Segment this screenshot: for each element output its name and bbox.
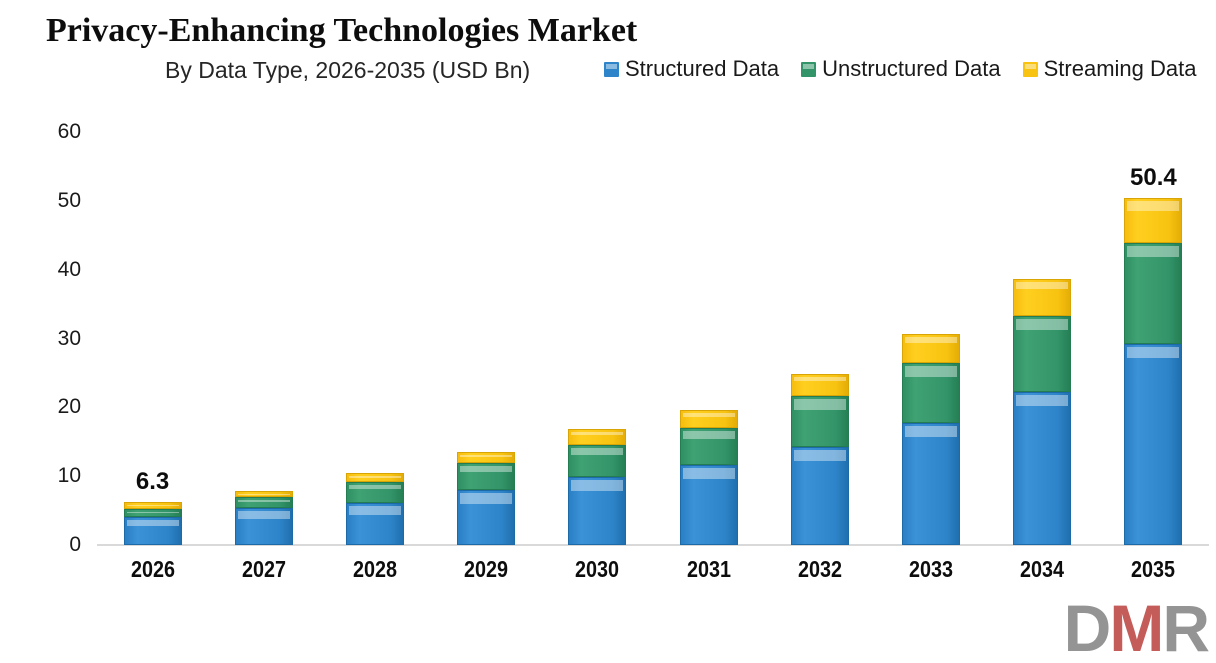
bar-segment-streaming-data[interactable] xyxy=(346,473,404,483)
bar-group[interactable] xyxy=(228,491,300,545)
bar-group[interactable] xyxy=(784,373,856,545)
bar-segment-structured-data[interactable] xyxy=(234,507,293,545)
bar-group[interactable] xyxy=(561,429,633,545)
bar-segment-unstructured-data[interactable] xyxy=(902,362,960,424)
square-swatch-icon xyxy=(801,61,817,77)
legend-item[interactable]: Structured Data xyxy=(604,56,779,82)
bar-segment-streaming-data[interactable] xyxy=(123,501,182,509)
stacked-bar[interactable] xyxy=(123,501,182,545)
y-axis-tick-label: 50 xyxy=(57,188,81,212)
bar-segment-structured-data[interactable] xyxy=(123,516,182,545)
x-axis-line xyxy=(97,544,1209,546)
x-axis-tick-label: 2031 xyxy=(686,556,731,582)
stacked-bar[interactable] xyxy=(1013,278,1072,545)
bar-segment-structured-data[interactable] xyxy=(568,476,627,545)
chart-title: Privacy-Enhancing Technologies Market xyxy=(46,12,638,49)
bar-segment-unstructured-data[interactable] xyxy=(679,428,738,466)
watermark-letter-r: R xyxy=(1162,591,1210,663)
bar-group[interactable] xyxy=(117,501,189,545)
bar-group[interactable] xyxy=(1117,198,1189,545)
bar-segment-structured-data[interactable] xyxy=(346,503,404,545)
x-axis-tick-label: 2030 xyxy=(575,556,620,582)
bar-segment-streaming-data[interactable] xyxy=(234,491,293,497)
stacked-bar[interactable] xyxy=(457,452,516,545)
bar-segment-streaming-data[interactable] xyxy=(1013,278,1072,316)
stacked-bar[interactable] xyxy=(234,491,293,545)
bar-segment-structured-data[interactable] xyxy=(679,465,738,545)
bar-segment-structured-data[interactable] xyxy=(457,489,516,545)
y-axis-tick-label: 0 xyxy=(69,533,81,556)
bar-value-label: 50.4 xyxy=(1130,164,1177,192)
x-axis-tick-label: 2032 xyxy=(797,556,842,582)
bar-group[interactable] xyxy=(673,410,745,545)
bar-segment-unstructured-data[interactable] xyxy=(457,463,516,490)
bar-segment-unstructured-data[interactable] xyxy=(568,445,627,477)
x-axis-tick-label: 2027 xyxy=(241,556,286,582)
legend-item-label: Unstructured Data xyxy=(822,56,1001,81)
plot-area xyxy=(97,132,1209,545)
bar-segment-structured-data[interactable] xyxy=(790,447,849,545)
bar-group[interactable] xyxy=(1006,278,1078,545)
y-axis-tick-label: 60 xyxy=(57,120,81,143)
bar-group[interactable] xyxy=(895,333,967,545)
dmr-watermark: D M R xyxy=(1063,591,1210,663)
stacked-bar[interactable] xyxy=(902,333,960,545)
y-axis-tick-label: 30 xyxy=(57,326,81,350)
bar-segment-streaming-data[interactable] xyxy=(679,410,738,428)
bar-segment-unstructured-data[interactable] xyxy=(790,396,849,448)
y-axis-tick-label: 40 xyxy=(57,257,81,281)
bar-group[interactable] xyxy=(339,473,411,545)
square-swatch-icon xyxy=(1022,61,1038,77)
bar-segment-unstructured-data[interactable] xyxy=(123,508,182,517)
watermark-letter-m: M xyxy=(1109,591,1164,663)
bar-segment-structured-data[interactable] xyxy=(902,423,960,545)
square-swatch-icon xyxy=(604,61,619,77)
stacked-bar[interactable] xyxy=(346,473,404,545)
bar-segment-structured-data[interactable] xyxy=(1013,391,1072,545)
stacked-bar[interactable] xyxy=(679,410,738,545)
bar-segment-unstructured-data[interactable] xyxy=(346,482,404,504)
x-axis-tick-label: 2026 xyxy=(130,556,175,582)
chart-subtitle: By Data Type, 2026-2035 (USD Bn) xyxy=(165,57,531,83)
bar-segment-streaming-data[interactable] xyxy=(902,333,960,363)
stacked-bar[interactable] xyxy=(790,373,849,545)
x-axis-tick-label: 2029 xyxy=(464,556,509,582)
bar-segment-streaming-data[interactable] xyxy=(1124,198,1183,243)
bar-value-label: 6.3 xyxy=(135,467,170,495)
bar-segment-structured-data[interactable] xyxy=(1124,344,1183,545)
bar-segment-unstructured-data[interactable] xyxy=(1013,315,1072,392)
bar-segment-unstructured-data[interactable] xyxy=(1124,242,1183,345)
y-axis: 0 10 20 30 40 50 60 xyxy=(33,120,81,556)
legend-item-label: Structured Data xyxy=(625,56,780,81)
bar-segment-streaming-data[interactable] xyxy=(568,429,627,446)
stacked-bar[interactable] xyxy=(568,429,627,545)
y-axis-tick-label: 20 xyxy=(57,395,81,419)
bar-segment-streaming-data[interactable] xyxy=(790,373,849,397)
x-axis-tick-label: 2028 xyxy=(352,556,397,582)
bar-group[interactable] xyxy=(450,452,522,545)
stacked-bar[interactable] xyxy=(1124,198,1183,545)
x-axis-tick-label: 2033 xyxy=(908,556,953,582)
bar-segment-streaming-data[interactable] xyxy=(457,452,516,464)
chart-legend: Structured Data Unstructured Data Streamin… xyxy=(604,56,1196,82)
y-axis-tick-label: 10 xyxy=(57,464,81,488)
x-axis-tick-label: 2034 xyxy=(1020,556,1065,582)
legend-item-label: Streaming Data xyxy=(1043,56,1197,81)
watermark-letter-d: D xyxy=(1063,591,1112,663)
legend-item[interactable]: Unstructured Data xyxy=(801,56,1001,82)
x-axis-tick-label: 2035 xyxy=(1131,556,1176,582)
bar-segment-unstructured-data[interactable] xyxy=(234,496,293,508)
legend-item[interactable]: Streaming Data xyxy=(1022,56,1197,82)
